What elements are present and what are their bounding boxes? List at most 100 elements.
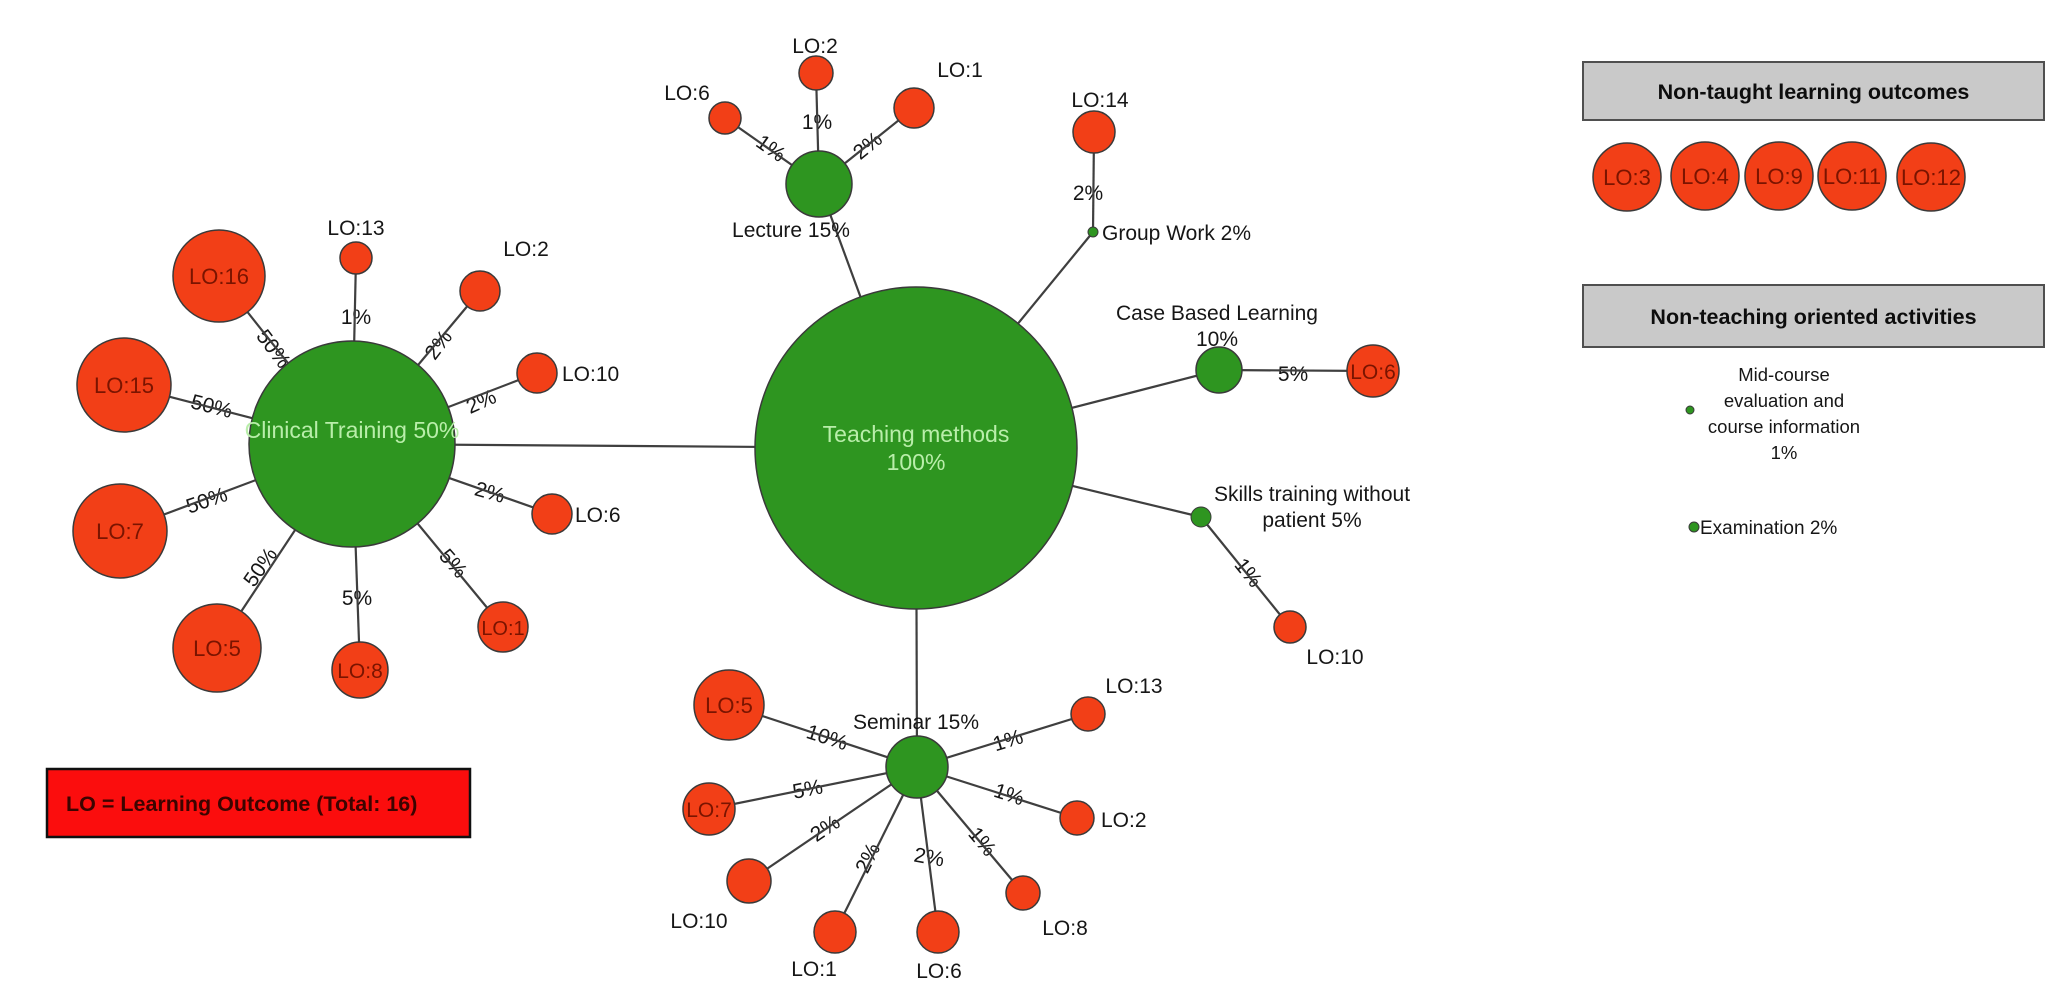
label-exam: Examination 2% — [1700, 518, 1837, 539]
node-LO:8 — [331, 641, 389, 699]
label-c2: LO:2 — [503, 238, 549, 261]
label-clinical: Clinical Training 50% — [245, 417, 460, 443]
node-LO:3 — [1592, 142, 1662, 212]
node-Teaching methods — [754, 286, 1078, 610]
node-LO:16 — [172, 229, 266, 323]
label-casebased: Case Based Learning — [1116, 302, 1318, 325]
node-Skills training without — [1190, 506, 1212, 528]
node-LO:6 — [916, 910, 960, 954]
edge-label-clinical-c7: 50% — [183, 483, 230, 518]
panel-title-non-teaching: Non-teaching oriented activities — [1650, 305, 1976, 329]
label-c15: LO:15 — [94, 373, 154, 398]
label-se1: LO:1 — [791, 958, 837, 981]
panel-title-non-taught: Non-taught learning outcomes — [1658, 80, 1970, 104]
label-skills: Skills training without — [1214, 483, 1410, 506]
node-LO:14 — [1072, 110, 1116, 154]
label-p12: LO:12 — [1901, 165, 1961, 190]
edge-seminar-se7 — [708, 765, 918, 811]
node-LO:2 — [1059, 800, 1095, 836]
label-casebased: 10% — [1196, 328, 1238, 351]
edge-label-seminar-se2: 1% — [991, 779, 1027, 810]
label-midcourse: evaluation and — [1724, 390, 1844, 411]
label-teaching: Teaching methods — [823, 421, 1010, 447]
label-c6: LO:6 — [575, 504, 621, 527]
legend-box — [45, 767, 472, 839]
label-teaching: 100% — [887, 449, 946, 475]
label-p9: LO:9 — [1755, 164, 1803, 189]
node-LO:10 — [516, 352, 558, 394]
label-c16: LO:16 — [189, 264, 249, 289]
label-se7: LO:7 — [686, 799, 732, 822]
node-Case Based Learning — [1195, 346, 1243, 394]
label-groupwork: Group Work 2% — [1102, 222, 1251, 245]
node-Group Work 2% — [1087, 226, 1099, 238]
node-LO:10 — [726, 858, 772, 904]
node-LO:10 — [1273, 610, 1307, 644]
label-se2: LO:2 — [1101, 809, 1147, 832]
legend-text: LO = Learning Outcome (Total: 16) — [66, 792, 417, 816]
boxes-layer: Non-taught learning outcomes Non-teaching… — [45, 61, 2045, 839]
label-lecture: Lecture 15% — [732, 219, 850, 242]
panel-box-non-teaching — [1582, 284, 2045, 348]
label-se8: LO:8 — [1042, 917, 1088, 940]
node-Mid-course — [1685, 405, 1695, 415]
node-LO:8 — [1005, 875, 1041, 911]
label-se5: LO:5 — [705, 693, 753, 718]
edge-label-lecture-l6: 1% — [752, 131, 790, 167]
label-l2: LO:2 — [792, 35, 838, 58]
label-p11: LO:11 — [1823, 164, 1881, 189]
node-LO:6 — [1346, 344, 1400, 398]
label-c10: LO:10 — [562, 363, 619, 386]
node-LO:1 — [477, 601, 529, 653]
node-LO:5 — [172, 603, 262, 693]
node-Clinical Training 50% — [248, 340, 456, 548]
node-LO:12 — [1896, 142, 1966, 212]
edge-label-seminar-se1: 2% — [851, 839, 885, 876]
label-midcourse: 1% — [1771, 442, 1798, 463]
node-LO:9 — [1744, 141, 1814, 211]
node-LO:5 — [693, 669, 765, 741]
node-Lecture 15% — [785, 150, 853, 218]
nodes-layer — [72, 55, 1966, 954]
label-c8: LO:8 — [337, 660, 383, 683]
label-c1: LO:1 — [481, 618, 524, 640]
node-LO:4 — [1670, 141, 1740, 211]
label-l1: LO:1 — [937, 59, 983, 82]
node-Seminar 15% — [885, 735, 949, 799]
node-LO:1 — [893, 87, 935, 129]
node-LO:6 — [531, 493, 573, 535]
node-LO:15 — [76, 337, 172, 433]
label-se10: LO:10 — [670, 910, 727, 933]
label-cb6: LO:6 — [1350, 361, 1396, 384]
label-p3: LO:3 — [1603, 165, 1651, 190]
label-midcourse: course information — [1708, 416, 1860, 437]
edge-label-groupwork-g14: 2% — [1073, 182, 1103, 205]
edge-label-clinical-c13: 1% — [341, 306, 371, 329]
label-p4: LO:4 — [1681, 164, 1729, 189]
panel-box-non-taught — [1582, 61, 2045, 121]
node-LO:7 — [682, 782, 736, 836]
node-Examination 2% — [1688, 521, 1700, 533]
edge-label-casebased-cb6: 5% — [1278, 363, 1308, 386]
label-skills: patient 5% — [1262, 509, 1361, 532]
label-seminar: Seminar 15% — [853, 711, 979, 734]
edge-skills-s10 — [1200, 516, 1291, 628]
label-l6: LO:6 — [664, 82, 710, 105]
edge-label-seminar-se13: 1% — [990, 725, 1026, 756]
node-LO:13 — [1070, 696, 1106, 732]
label-se13: LO:13 — [1105, 675, 1162, 698]
node-LO:6 — [708, 101, 742, 135]
node-LO:2 — [798, 55, 834, 91]
edge-label-clinical-c2: 2% — [420, 326, 457, 364]
edge-seminar-se10 — [748, 766, 918, 882]
node-LO:11 — [1817, 141, 1887, 211]
node-LO:2 — [459, 270, 501, 312]
node-LO:13 — [339, 241, 373, 275]
label-g14: LO:14 — [1071, 89, 1129, 112]
label-s10: LO:10 — [1306, 646, 1363, 669]
label-c5: LO:5 — [193, 636, 241, 661]
label-c7: LO:7 — [96, 519, 144, 544]
